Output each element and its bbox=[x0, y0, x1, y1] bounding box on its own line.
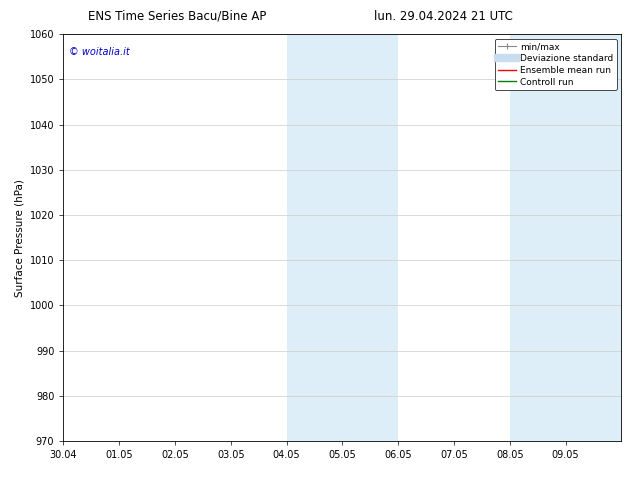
Text: lun. 29.04.2024 21 UTC: lun. 29.04.2024 21 UTC bbox=[374, 10, 514, 23]
Bar bbox=[538, 34, 566, 441]
Bar bbox=[566, 34, 593, 441]
Text: ENS Time Series Bacu/Bine AP: ENS Time Series Bacu/Bine AP bbox=[88, 10, 267, 23]
Text: © woitalia.it: © woitalia.it bbox=[69, 47, 130, 56]
Legend: min/max, Deviazione standard, Ensemble mean run, Controll run: min/max, Deviazione standard, Ensemble m… bbox=[495, 39, 617, 90]
Y-axis label: Surface Pressure (hPa): Surface Pressure (hPa) bbox=[14, 179, 24, 296]
Bar bbox=[370, 34, 398, 441]
Bar bbox=[287, 34, 314, 441]
Bar bbox=[342, 34, 370, 441]
Bar bbox=[314, 34, 342, 441]
Bar bbox=[593, 34, 621, 441]
Bar bbox=[510, 34, 538, 441]
